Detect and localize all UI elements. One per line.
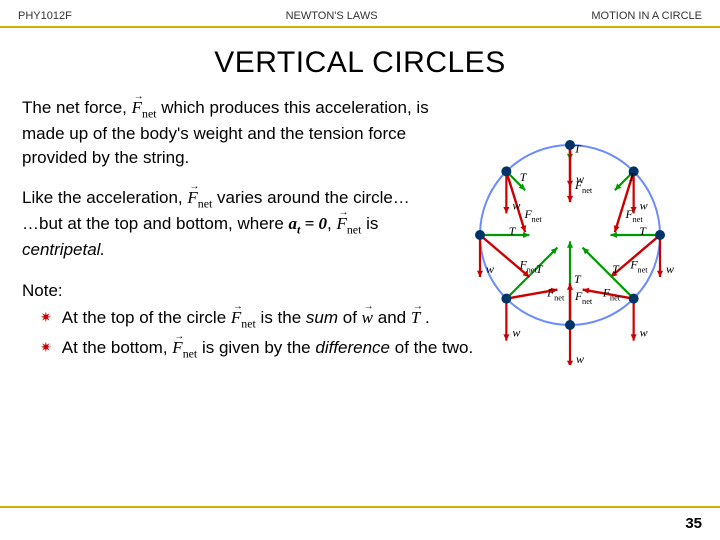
svg-text:w: w	[640, 326, 648, 340]
svg-text:net: net	[610, 293, 621, 302]
svg-text:T: T	[574, 142, 582, 156]
paragraph-2: Like the acceleration, → Fnet varies aro…	[22, 186, 432, 262]
p2-t2: varies around the circle…	[217, 188, 410, 207]
bottom-rule	[0, 506, 720, 508]
w-symbol: →w	[362, 305, 373, 331]
svg-text:net: net	[582, 186, 593, 195]
page-title: VERTICAL CIRCLES	[0, 46, 720, 80]
svg-text:w: w	[512, 198, 520, 212]
vector-arrow-icon: →	[338, 206, 348, 220]
n1-d: and	[378, 308, 411, 327]
header-center: NEWTON'S LAWS	[286, 10, 378, 22]
sum-word: sum	[306, 308, 338, 327]
fnet-symbol: → Fnet	[336, 212, 361, 238]
vector-arrow-icon: →	[189, 180, 199, 194]
header-left: PHY1012F	[18, 10, 72, 22]
svg-text:T: T	[536, 262, 544, 276]
svg-text:w: w	[486, 262, 494, 276]
n1-e: .	[425, 308, 430, 327]
svg-text:w: w	[666, 262, 674, 276]
n2-b: is given by the	[202, 338, 315, 357]
n1-c: of	[343, 308, 362, 327]
centripetal-word: centripetal.	[22, 240, 105, 259]
header-right: MOTION IN A CIRCLE	[591, 10, 702, 22]
svg-text:T: T	[574, 272, 582, 286]
fnet-symbol: →Fnet	[231, 305, 256, 333]
difference-word: difference	[315, 338, 390, 357]
page-number: 35	[685, 515, 702, 532]
p1-pre: The net force,	[22, 98, 132, 117]
vector-arrow-icon: →	[134, 90, 144, 104]
n1-a: At the top of the circle	[62, 308, 231, 327]
vertical-circle-diagram: wTFnetwTFnetwTFnetwTFnetwTFnetwTFnetwTFn…	[440, 105, 700, 365]
svg-text:net: net	[532, 215, 543, 224]
svg-text:w: w	[640, 198, 648, 212]
svg-text:net: net	[632, 215, 643, 224]
svg-text:net: net	[527, 265, 538, 274]
svg-text:T: T	[520, 170, 528, 184]
svg-text:w: w	[576, 352, 584, 365]
fnet-symbol: → Fnet	[187, 186, 212, 212]
bullet-star-icon: ✷	[40, 307, 52, 328]
paragraph-1: The net force, → Fnet which produces thi…	[22, 96, 432, 170]
svg-text:w: w	[512, 326, 520, 340]
svg-text:net: net	[637, 265, 648, 274]
n2-a: At the bottom,	[62, 338, 173, 357]
t-symbol: →T	[411, 305, 420, 331]
p2-t5: is	[366, 214, 378, 233]
at-symbol: at = 0	[289, 214, 328, 233]
p2-t3: …but at the top and bottom, where	[22, 214, 289, 233]
bullet-star-icon: ✷	[40, 337, 52, 358]
fnet-symbol: →Fnet	[172, 335, 197, 363]
p2-t1: Like the acceleration,	[22, 188, 187, 207]
svg-text:net: net	[582, 297, 593, 306]
n1-b: is the	[261, 308, 306, 327]
svg-text:net: net	[554, 293, 565, 302]
fnet-symbol: → Fnet	[132, 96, 157, 122]
